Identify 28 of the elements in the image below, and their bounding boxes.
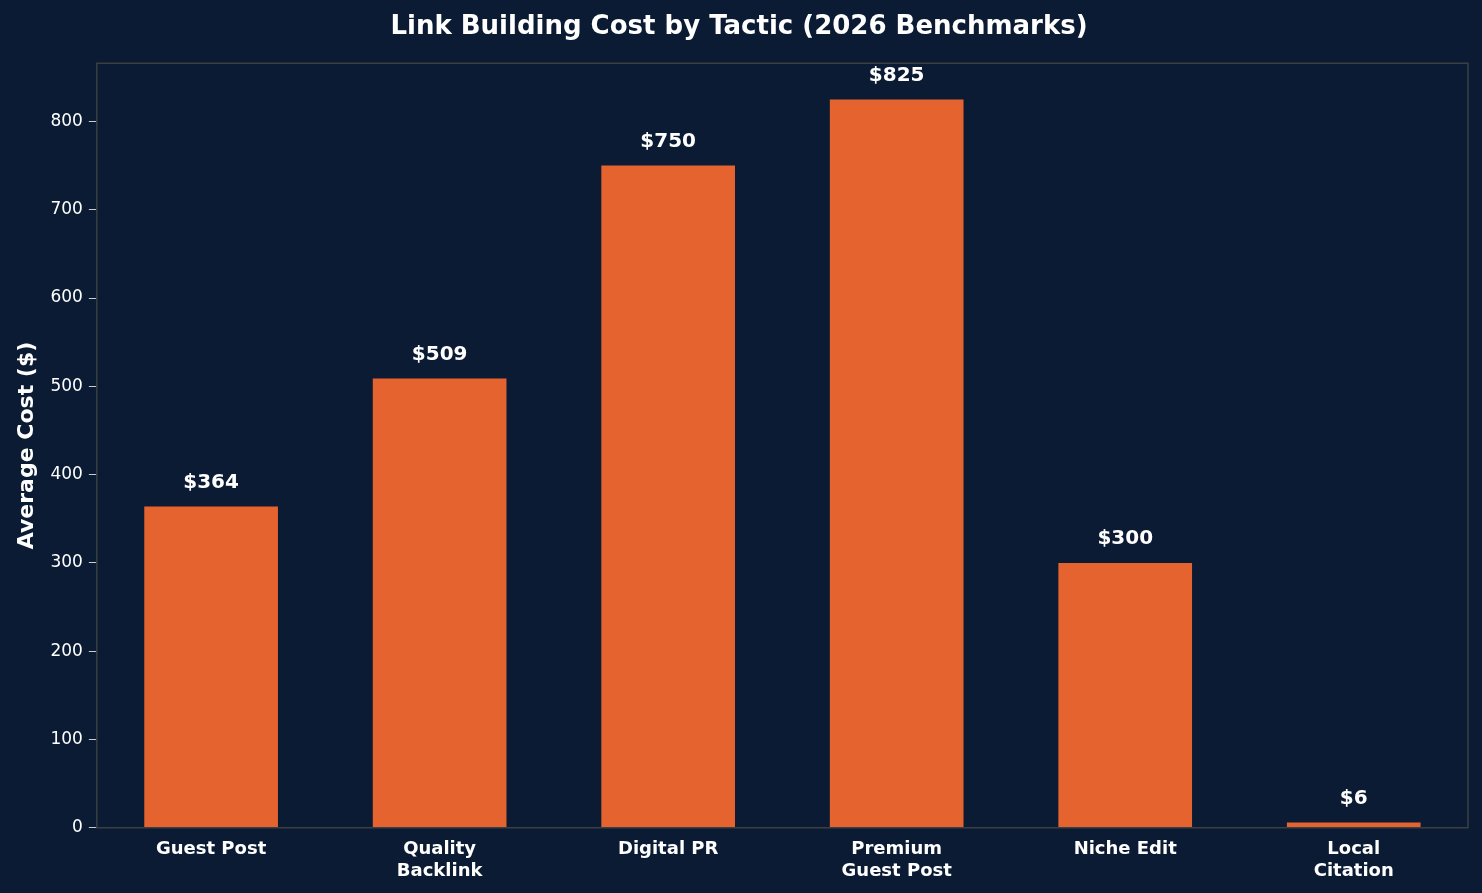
y-tick-label: 700 <box>50 198 83 219</box>
y-tick-label: 300 <box>50 551 83 572</box>
y-tick-label: 800 <box>50 109 83 130</box>
data-label: $509 <box>411 340 468 365</box>
x-tick-label: Guest Post <box>155 837 267 859</box>
bar <box>372 378 507 828</box>
data-label: $364 <box>183 468 239 493</box>
y-axis-title: Average Cost ($) <box>12 341 38 550</box>
x-tick-label: Niche Edit <box>1073 837 1178 859</box>
bar <box>144 506 278 828</box>
y-tick-label: 500 <box>50 374 83 395</box>
y-tick-label: 100 <box>50 727 83 748</box>
data-label: $300 <box>1097 525 1154 550</box>
y-tick-label: 0 <box>72 816 83 837</box>
y-tick-label: 200 <box>50 639 83 660</box>
x-tick-label: Local Citation <box>1313 837 1394 880</box>
chart-title: Link Building Cost by Tactic (2026 Benchmarks) <box>390 10 1088 41</box>
x-tick-label: Premium Guest Post <box>841 837 953 880</box>
bar <box>829 99 964 828</box>
y-tick-label: 400 <box>50 463 83 484</box>
x-tick-label: Digital PR <box>617 837 719 859</box>
data-label: $825 <box>868 61 925 86</box>
data-label: $750 <box>640 127 696 152</box>
bar <box>601 165 736 828</box>
bar <box>1058 562 1193 828</box>
y-tick-label: 600 <box>50 286 83 307</box>
data-label: $6 <box>1339 784 1368 809</box>
x-tick-label: Quality Backlink <box>396 837 484 880</box>
